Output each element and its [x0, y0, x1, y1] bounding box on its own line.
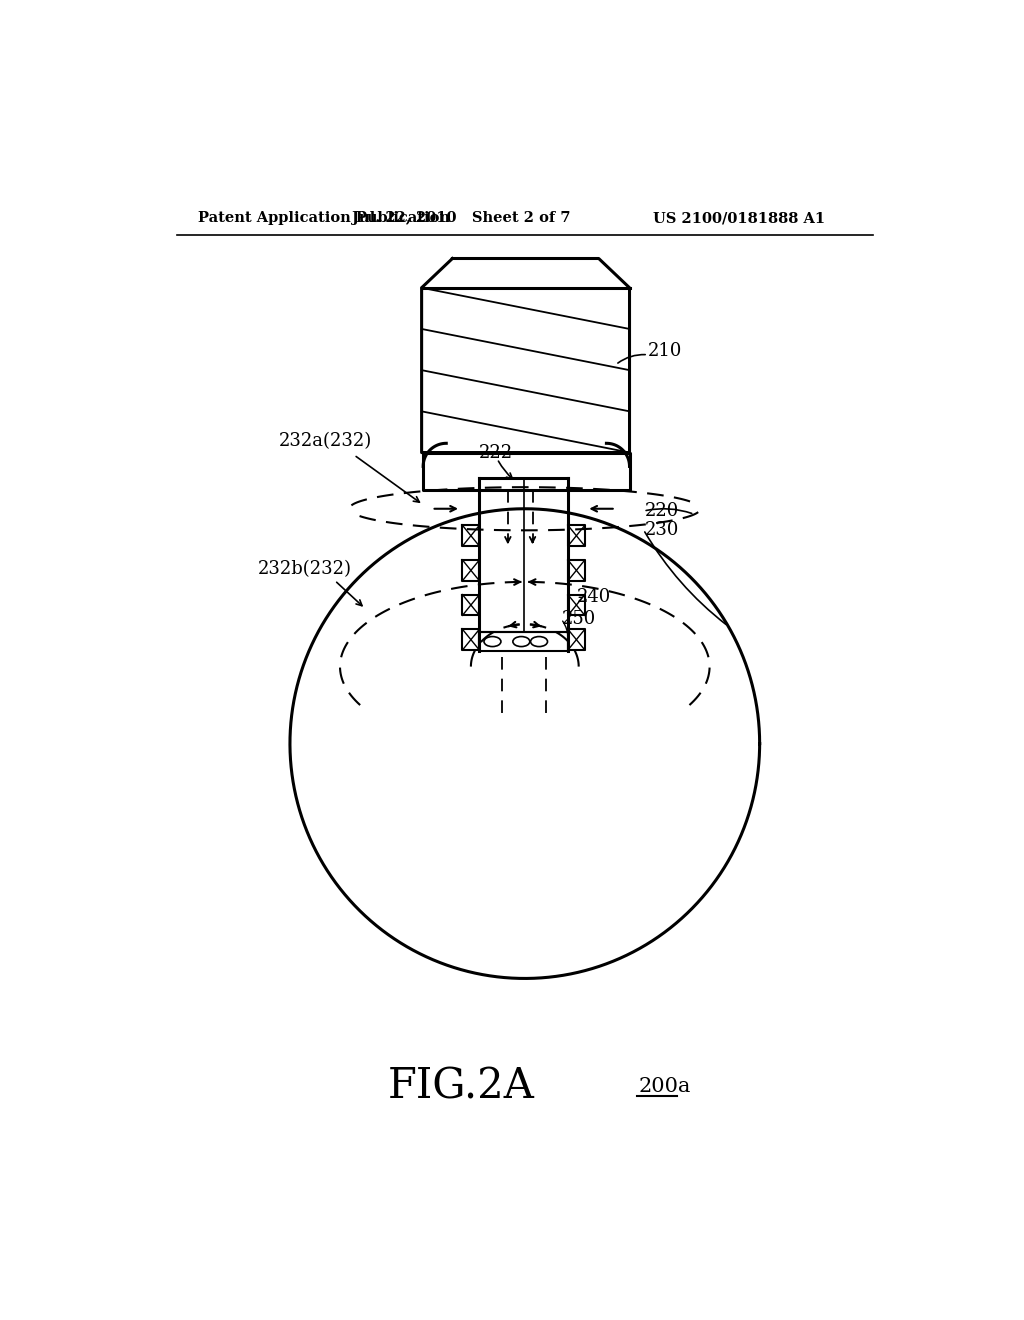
Text: FIG.2A: FIG.2A — [388, 1065, 536, 1107]
Text: US 2100/0181888 A1: US 2100/0181888 A1 — [652, 211, 825, 226]
Text: 200a: 200a — [639, 1077, 691, 1096]
Text: 210: 210 — [648, 342, 682, 360]
Text: 230: 230 — [645, 520, 679, 539]
Text: Patent Application Publication: Patent Application Publication — [199, 211, 451, 226]
Text: 222: 222 — [478, 444, 513, 462]
Text: 232a(232): 232a(232) — [279, 432, 372, 450]
Text: 220: 220 — [645, 502, 679, 520]
Text: 240: 240 — [578, 589, 611, 606]
Text: 232b(232): 232b(232) — [258, 560, 351, 578]
Text: Jul. 22, 2010   Sheet 2 of 7: Jul. 22, 2010 Sheet 2 of 7 — [352, 211, 571, 226]
Text: 250: 250 — [562, 610, 596, 628]
